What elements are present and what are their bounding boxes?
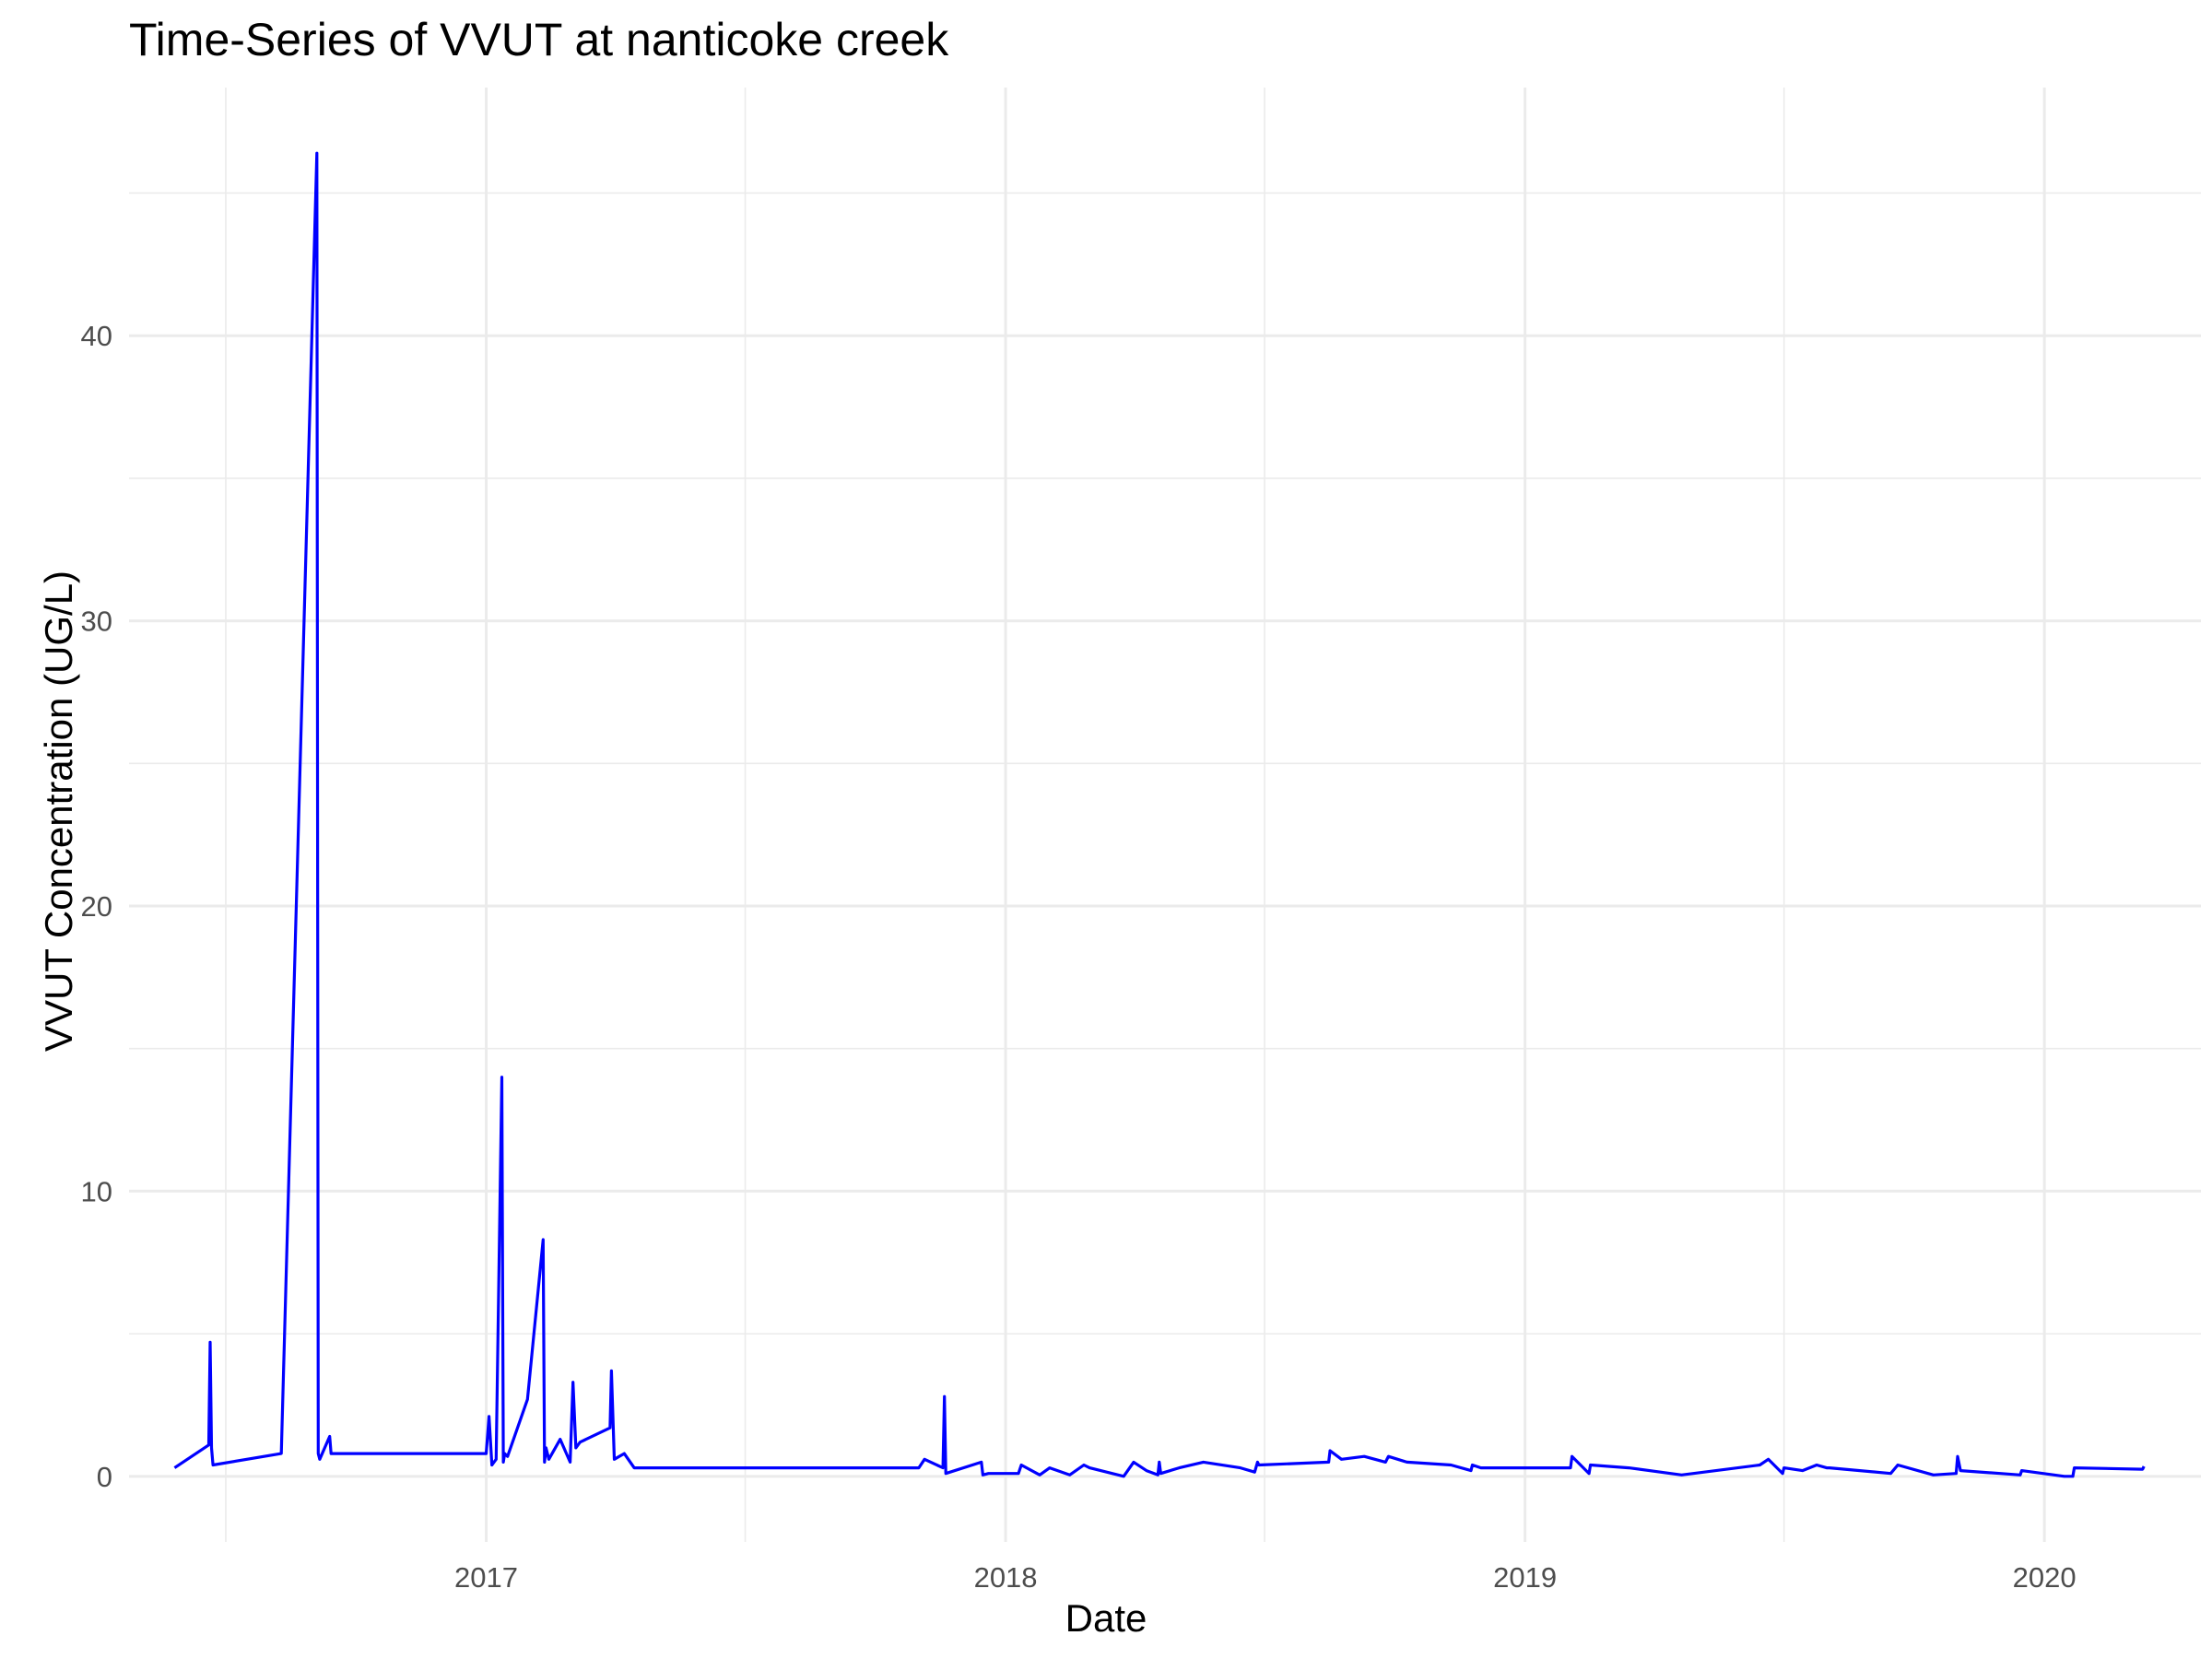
major-gridlines (129, 88, 2201, 1542)
chart-title: Time-Series of VVUT at nanticoke creek (129, 14, 949, 65)
y-tick-label: 40 (81, 320, 112, 352)
minor-gridlines (129, 88, 2201, 1542)
y-tick-label: 10 (81, 1175, 112, 1207)
y-tick-label: 30 (81, 606, 112, 638)
x-tick-label: 2020 (2013, 1561, 2077, 1594)
x-tick-labels: 2017 2018 2019 2020 (454, 1561, 2077, 1594)
x-tick-label: 2017 (454, 1561, 518, 1594)
y-tick-label: 20 (81, 890, 112, 923)
y-axis-label: VVUT Concentration (UG/L) (37, 570, 80, 1053)
series-layer (173, 151, 2146, 1478)
y-tick-labels: 0 10 20 30 40 (81, 320, 112, 1493)
x-tick-label: 2019 (1493, 1561, 1557, 1594)
x-tick-label: 2018 (974, 1561, 1038, 1594)
x-axis-label: Date (1065, 1596, 1147, 1640)
series-line (173, 151, 2146, 1478)
y-tick-label: 0 (97, 1461, 112, 1493)
